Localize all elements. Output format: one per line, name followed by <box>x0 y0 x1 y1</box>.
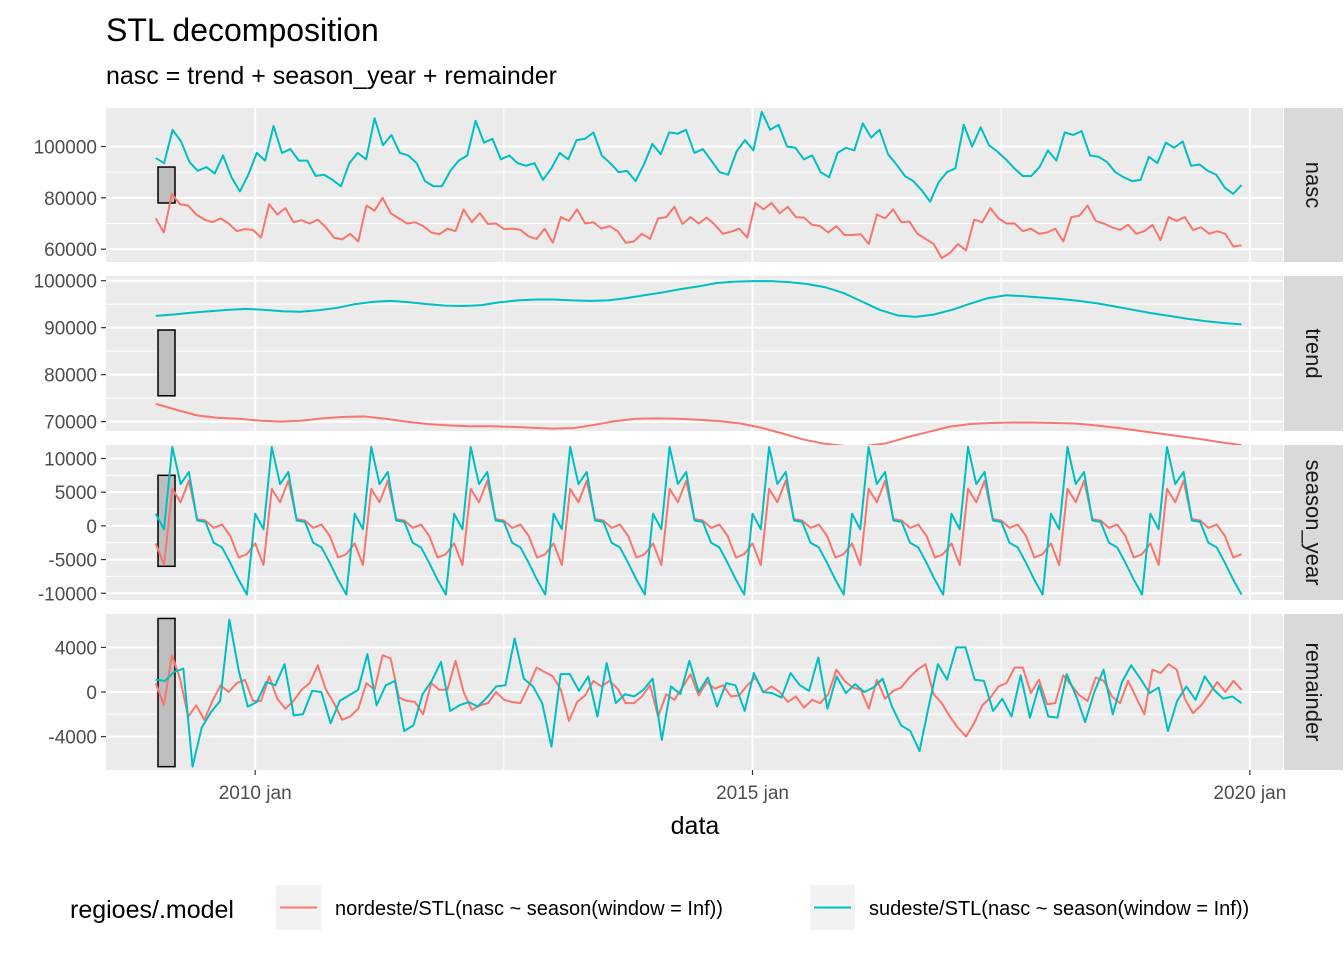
legend-entry-label: sudeste/STL(nasc ~ season(window = Inf)) <box>869 898 1249 920</box>
series-line-sudeste <box>155 618 1243 768</box>
y-tick-label: 80000 <box>44 366 97 387</box>
legend-entry-label: nordeste/STL(nasc ~ season(window = Inf)… <box>335 898 723 920</box>
facet-strip <box>1284 276 1343 431</box>
panel-background <box>106 108 1283 262</box>
facet-remainder: -4000 0 4000 remainder <box>48 614 1343 770</box>
y-tick-label: 0 <box>86 683 97 704</box>
y-tick-label: 5000 <box>55 483 97 504</box>
x-tick-label: 2010 jan <box>219 783 292 804</box>
series-line-sudeste <box>155 110 1243 203</box>
x-tick-label: 2020 jan <box>1213 783 1286 804</box>
series-line-nordeste <box>155 402 1242 448</box>
y-tick-label: 60000 <box>44 240 97 261</box>
facet-strip-label: season_year <box>1301 460 1326 586</box>
facet-strip-label: remainder <box>1301 642 1326 741</box>
x-axis-title: data <box>671 812 720 840</box>
y-tick-label: -4000 <box>48 728 97 749</box>
panel-background <box>106 276 1283 431</box>
y-tick-label: 4000 <box>55 638 97 659</box>
series-line-sudeste <box>155 280 1242 326</box>
facet-strip-label: nasc <box>1301 162 1326 208</box>
legend-title: regioes/.model <box>70 896 234 924</box>
facet-nasc: 60000 80000 100000 nasc <box>34 108 1343 262</box>
facet-season-year: -10000 -5000 0 5000 10000 season_year <box>38 445 1343 605</box>
scale-bar <box>157 166 176 204</box>
scale-bar <box>157 329 176 397</box>
y-tick-label: 10000 <box>44 449 97 470</box>
legend: regioes/.model nordeste/STL(nasc ~ seaso… <box>70 885 1249 930</box>
y-tick-label: 80000 <box>44 189 97 210</box>
facet-trend: 70000 80000 90000 100000 trend <box>34 272 1343 448</box>
x-axis: 2010 jan 2015 jan 2020 jan <box>219 770 1286 804</box>
series-line-sudeste <box>154 446 1243 596</box>
y-tick-label: 90000 <box>44 319 97 340</box>
facet-strip <box>1284 614 1343 770</box>
y-tick-label: 100000 <box>34 272 97 293</box>
series-line-nordeste <box>154 479 1242 566</box>
x-tick-label: 2015 jan <box>716 783 789 804</box>
series-line-nordeste <box>154 192 1242 260</box>
facet-strip <box>1284 445 1343 600</box>
y-tick-label: 100000 <box>34 138 97 159</box>
y-tick-label: 70000 <box>44 413 97 434</box>
y-tick-label: 0 <box>86 517 97 538</box>
chart-subtitle: nasc = trend + season_year + remainder <box>106 62 557 90</box>
facet-panels: 6000080000100000nasc70000800009000010000… <box>34 108 1343 770</box>
facet-strip-label: trend <box>1301 328 1326 378</box>
facet-strip <box>1284 108 1343 262</box>
chart-title: STL decomposition <box>106 12 379 48</box>
y-tick-label: -5000 <box>48 551 97 572</box>
panel-background <box>106 445 1283 600</box>
y-tick-label: -10000 <box>38 584 97 605</box>
